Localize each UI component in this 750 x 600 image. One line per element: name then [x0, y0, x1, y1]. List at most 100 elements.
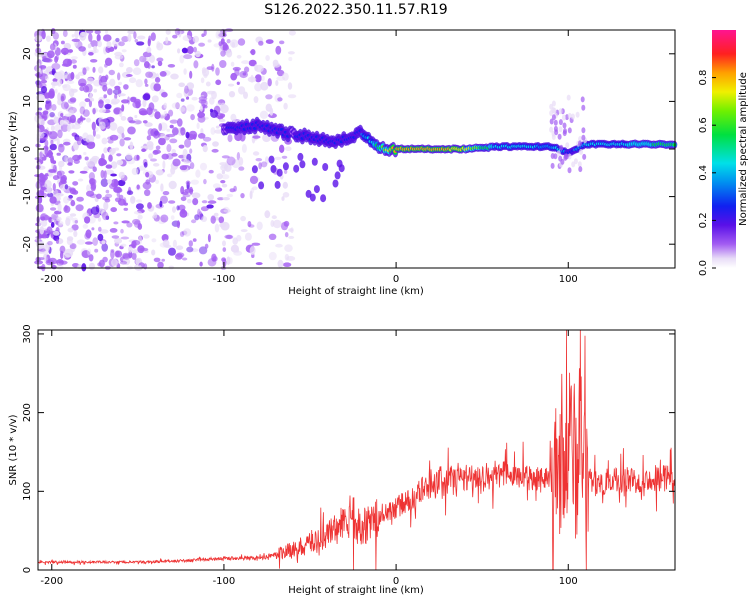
noise-blob [236, 152, 241, 161]
spectrogram-x-ticks: -200 -100 0 100 [40, 30, 578, 285]
noise-blob [84, 216, 91, 224]
noise-blob [244, 66, 250, 73]
noise-blob [192, 198, 199, 206]
noise-blob [88, 141, 94, 145]
noise-blob [236, 234, 242, 242]
noise-blob [90, 183, 96, 192]
noise-blob [70, 199, 76, 207]
noise-blob [83, 166, 90, 172]
noise-blob [176, 92, 183, 99]
noise-blob [205, 81, 211, 87]
noise-blob [144, 83, 149, 87]
noise-blob [79, 86, 85, 92]
noise-blob [221, 183, 228, 188]
noise-blob [277, 97, 283, 102]
noise-blob [55, 220, 59, 226]
noise-blob [265, 39, 274, 44]
noise-blob [252, 135, 261, 139]
noise-blob [51, 104, 57, 111]
noise-blob [118, 93, 126, 97]
noise-blob [183, 68, 187, 75]
noise-blob [143, 161, 148, 168]
burst-blob [554, 129, 559, 136]
colorbar: 0.0 0.2 0.4 0.6 0.8 Normalized spectral ampl… [698, 30, 749, 276]
spec-x-tick-label: -200 [40, 274, 63, 285]
ridge-peak [672, 143, 677, 147]
snr-marks [37, 329, 676, 571]
noise-blob [121, 49, 127, 53]
noise-blob [274, 156, 282, 160]
noise-blob [287, 94, 297, 99]
noise-blob [215, 187, 223, 192]
noise-blob [157, 60, 163, 67]
noise-blob [99, 158, 107, 166]
burst-blob [558, 126, 563, 133]
noise-blob [217, 197, 225, 201]
noise-blob [39, 226, 45, 235]
burst-blob [557, 133, 562, 140]
noise-blob [200, 206, 209, 212]
noise-blob [60, 95, 65, 102]
noise-blob [85, 241, 93, 245]
noise-blob [81, 263, 87, 272]
noise-blob [193, 46, 197, 53]
noise-blob [132, 119, 141, 125]
noise-blob [139, 247, 149, 252]
noise-blob [100, 169, 105, 179]
noise-blob [74, 220, 79, 224]
noise-blob [230, 61, 235, 67]
noise-blob [57, 129, 63, 139]
noise-blob [76, 196, 84, 202]
noise-blob [114, 93, 118, 100]
noise-blob [49, 112, 55, 118]
noise-blob [92, 237, 98, 246]
noise-blob [98, 121, 106, 130]
noise-blob [132, 218, 141, 225]
noise-blob [215, 79, 222, 86]
noise-blob [50, 139, 54, 145]
noise-blob [62, 83, 71, 92]
noise-blob [208, 169, 214, 174]
burst-blob [567, 167, 572, 174]
noise-blob [153, 83, 161, 92]
noise-blob [88, 99, 92, 108]
noise-blob [160, 214, 169, 223]
noise-blob [63, 102, 69, 109]
burst-blob [567, 112, 572, 119]
noise-blob [62, 29, 68, 38]
noise-blob [169, 119, 179, 124]
burst-blob [558, 119, 563, 126]
noise-blob [140, 145, 148, 149]
snr-x-tick-label: -200 [40, 576, 63, 587]
noise-blob [133, 31, 137, 40]
noise-blob [79, 106, 86, 115]
noise-blob [192, 238, 197, 242]
burst-blob [552, 107, 557, 114]
noise-blob [179, 231, 185, 237]
burst-blob [580, 96, 585, 103]
noise-blob [119, 62, 124, 68]
noise-blob [207, 194, 214, 201]
noise-blob [255, 158, 263, 162]
noise-blob [107, 88, 113, 96]
noise-blob [142, 93, 151, 101]
noise-blob [176, 205, 180, 211]
noise-blob [90, 98, 95, 102]
noise-blob [121, 133, 125, 139]
noise-blob [189, 162, 195, 170]
noise-blob [275, 243, 283, 248]
burst-blob [551, 114, 556, 121]
noise-blob [104, 198, 111, 203]
noise-blob [70, 71, 75, 80]
noise-blob [48, 88, 55, 98]
noise-blob [168, 247, 176, 256]
noise-blob [110, 249, 115, 253]
burst-blob [571, 161, 576, 168]
noise-blob [118, 81, 122, 86]
noise-blob [127, 96, 131, 105]
noise-blob [70, 56, 78, 60]
snr-frame [37, 329, 676, 571]
noise-blob [114, 54, 124, 60]
noise-blob [282, 192, 290, 198]
noise-blob [187, 199, 192, 204]
